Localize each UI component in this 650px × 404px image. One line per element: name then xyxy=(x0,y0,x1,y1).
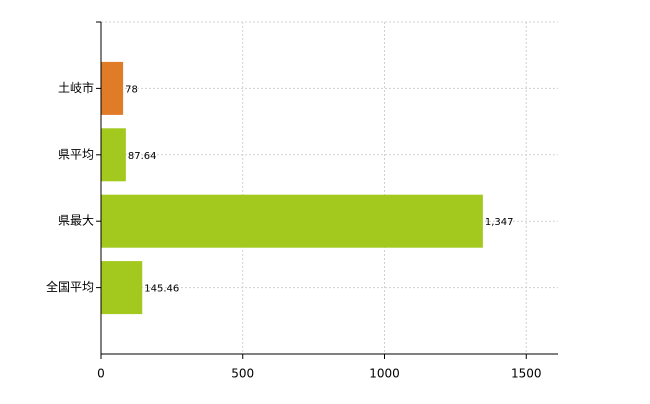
x-tick-label: 1000 xyxy=(369,367,400,381)
y-tick-label: 土岐市 xyxy=(58,80,94,95)
x-tick-label: 1500 xyxy=(511,367,542,381)
value-label: 145.46 xyxy=(144,284,179,295)
x-tick-label: 500 xyxy=(231,367,254,381)
y-tick-label: 県最大 xyxy=(58,214,94,228)
value-label: 1,347 xyxy=(485,217,514,228)
value-label: 78 xyxy=(125,84,138,95)
bar xyxy=(101,61,124,115)
y-tick-label: 県平均 xyxy=(58,147,94,161)
y-tick-label: 全国平均 xyxy=(46,279,94,294)
x-tick-label: 0 xyxy=(97,367,105,381)
value-label: 87.64 xyxy=(128,151,157,162)
bar xyxy=(101,194,483,248)
bar xyxy=(101,128,126,182)
bar xyxy=(101,261,143,315)
